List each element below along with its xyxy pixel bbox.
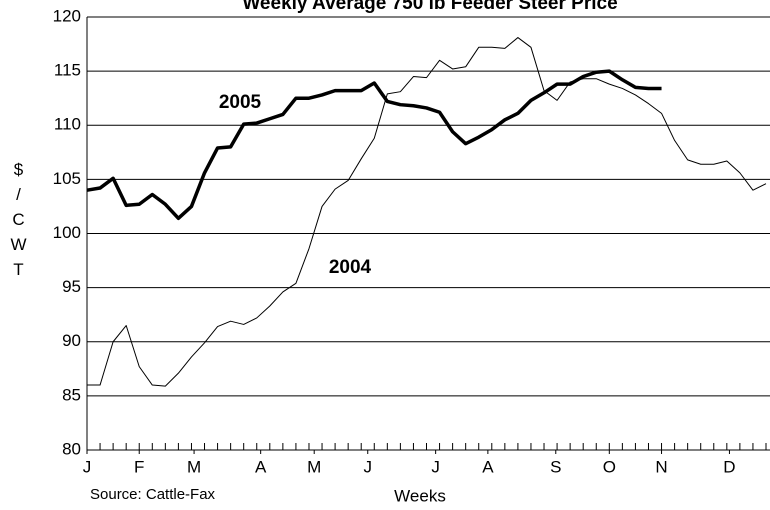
x-tick-label: A	[482, 457, 494, 476]
x-tick-label: J	[83, 457, 92, 476]
x-tick-label: A	[255, 457, 267, 476]
x-tick-label: O	[603, 457, 616, 476]
y-tick-label: 80	[62, 439, 81, 458]
y-tick-label: 120	[53, 6, 81, 25]
x-tick-label: N	[655, 457, 667, 476]
series-line	[87, 37, 767, 387]
y-tick-label: 95	[62, 277, 81, 296]
y-tick-label: 115	[54, 61, 81, 80]
y-tick-label: 90	[62, 331, 81, 350]
y-tick-label: 100	[53, 223, 81, 242]
y-tick-label: 85	[62, 385, 81, 404]
x-tick-label: J	[431, 457, 440, 476]
y-tick-label: 105	[53, 169, 81, 188]
series-label: 2004	[329, 257, 372, 278]
series-line	[86, 69, 662, 221]
x-tick-label: S	[550, 457, 561, 476]
y-axis-label: $/CWT	[9, 160, 28, 285]
y-tick-label: 110	[54, 115, 81, 134]
series-label: 2005	[219, 92, 262, 113]
x-tick-label: M	[307, 457, 321, 476]
x-tick-label: D	[723, 457, 735, 476]
x-axis-label: Weeks	[394, 486, 446, 505]
x-tick-label: F	[134, 457, 144, 476]
source-note: Source: Cattle-Fax	[90, 486, 216, 503]
x-tick-label: J	[363, 457, 372, 476]
chart-title: Weekly Average 750 lb Feeder Steer Price	[242, 0, 617, 14]
x-tick-label: M	[187, 457, 201, 476]
